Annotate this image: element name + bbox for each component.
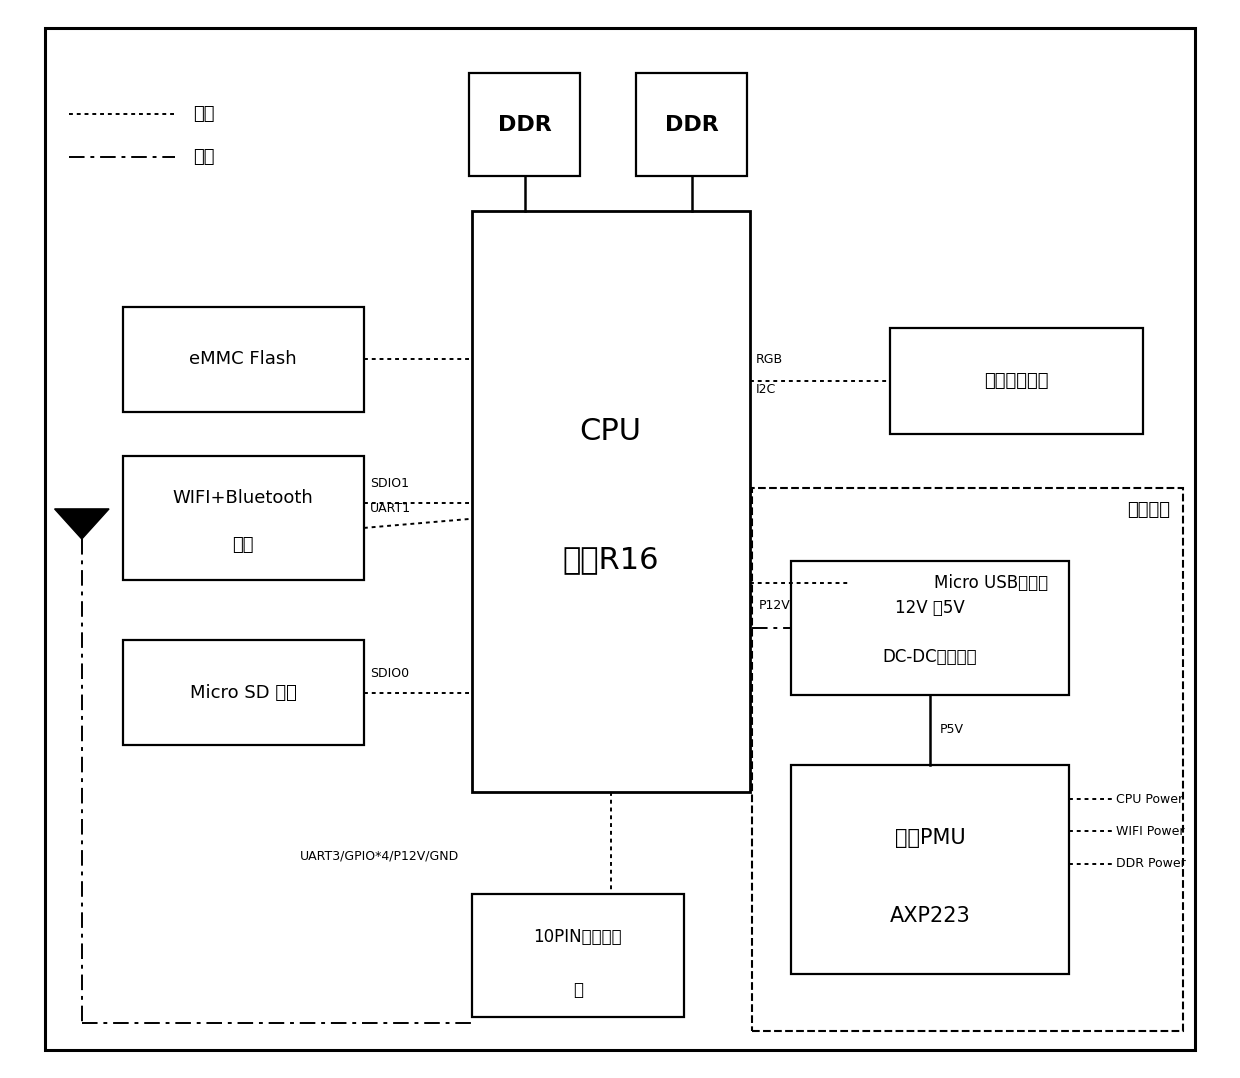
Text: UART3/GPIO*4/P12V/GND: UART3/GPIO*4/P12V/GND [300,849,459,862]
Text: UART1: UART1 [370,502,412,515]
Text: 模块: 模块 [233,536,254,554]
Text: WIFI Power: WIFI Power [1116,825,1184,838]
Text: SDIO1: SDIO1 [370,478,409,490]
Text: CPU Power: CPU Power [1116,792,1183,805]
Text: Micro SD 卡槽: Micro SD 卡槽 [190,683,296,702]
Polygon shape [55,509,109,539]
Text: 12V 转5V: 12V 转5V [895,598,965,617]
Text: 10PIN板卡连接: 10PIN板卡连接 [533,928,622,946]
Text: 全志PMU: 全志PMU [894,828,965,848]
Text: 器: 器 [573,981,583,999]
Text: 显示器连接器: 显示器连接器 [985,372,1049,390]
Text: 全志R16: 全志R16 [563,545,658,573]
Text: 主板电源: 主板电源 [1127,501,1171,520]
Text: 电源: 电源 [193,149,215,166]
Bar [636,73,748,176]
Text: DDR: DDR [665,114,719,135]
Text: DDR: DDR [497,114,552,135]
Bar [791,764,1069,975]
Text: CPU: CPU [580,417,642,446]
Bar [753,488,1183,1032]
Text: 信号: 信号 [193,106,215,123]
Bar [123,456,363,580]
Bar [471,894,684,1018]
Text: P12V: P12V [759,598,790,611]
Text: AXP223: AXP223 [889,906,970,926]
Bar [123,307,363,412]
Text: P5V: P5V [940,723,963,736]
Text: WIFI+Bluetooth: WIFI+Bluetooth [172,489,314,508]
Text: RGB: RGB [756,353,784,365]
Text: Micro USB连接器: Micro USB连接器 [934,575,1048,592]
Bar [890,329,1143,433]
Text: eMMC Flash: eMMC Flash [190,350,298,369]
Text: DC-DC电源模块: DC-DC电源模块 [883,648,977,666]
Bar [791,561,1069,695]
Bar [123,640,363,746]
Bar [849,536,1133,631]
Text: I2C: I2C [756,383,776,396]
Bar [471,211,750,791]
Text: DDR Power: DDR Power [1116,857,1185,870]
Text: SDIO0: SDIO0 [370,667,409,680]
Bar [469,73,580,176]
